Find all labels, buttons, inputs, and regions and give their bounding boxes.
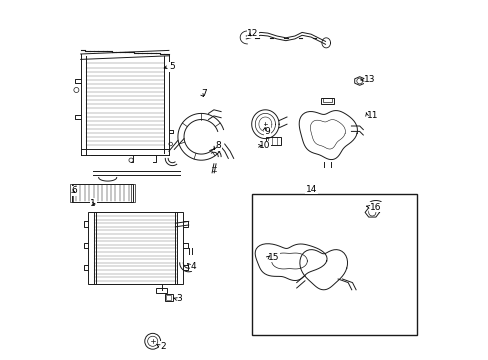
Text: 9: 9: [264, 127, 269, 136]
Bar: [88, 212, 96, 284]
Text: 5: 5: [168, 62, 174, 71]
Text: 4: 4: [190, 262, 196, 271]
Bar: [131, 184, 134, 202]
Bar: [165, 295, 171, 300]
Text: 2: 2: [160, 342, 165, 351]
Bar: [70, 184, 73, 202]
Bar: [94, 212, 177, 284]
Bar: [72, 184, 133, 202]
Bar: [265, 137, 280, 145]
Text: 7: 7: [201, 89, 206, 98]
Text: 10: 10: [258, 141, 270, 150]
Text: 6: 6: [72, 186, 77, 195]
Text: 15: 15: [267, 253, 279, 262]
Text: 13: 13: [363, 76, 375, 85]
Text: 12: 12: [247, 29, 258, 37]
Text: 3: 3: [176, 294, 182, 303]
Text: 11: 11: [366, 111, 378, 120]
Text: 8: 8: [215, 141, 221, 150]
Bar: [322, 98, 331, 102]
Text: 16: 16: [369, 202, 381, 211]
Bar: [156, 288, 167, 293]
Bar: [251, 194, 416, 335]
Bar: [175, 212, 183, 284]
Bar: [164, 294, 172, 301]
Text: 14: 14: [305, 184, 316, 194]
Bar: [320, 98, 333, 104]
Text: 1: 1: [90, 199, 96, 208]
